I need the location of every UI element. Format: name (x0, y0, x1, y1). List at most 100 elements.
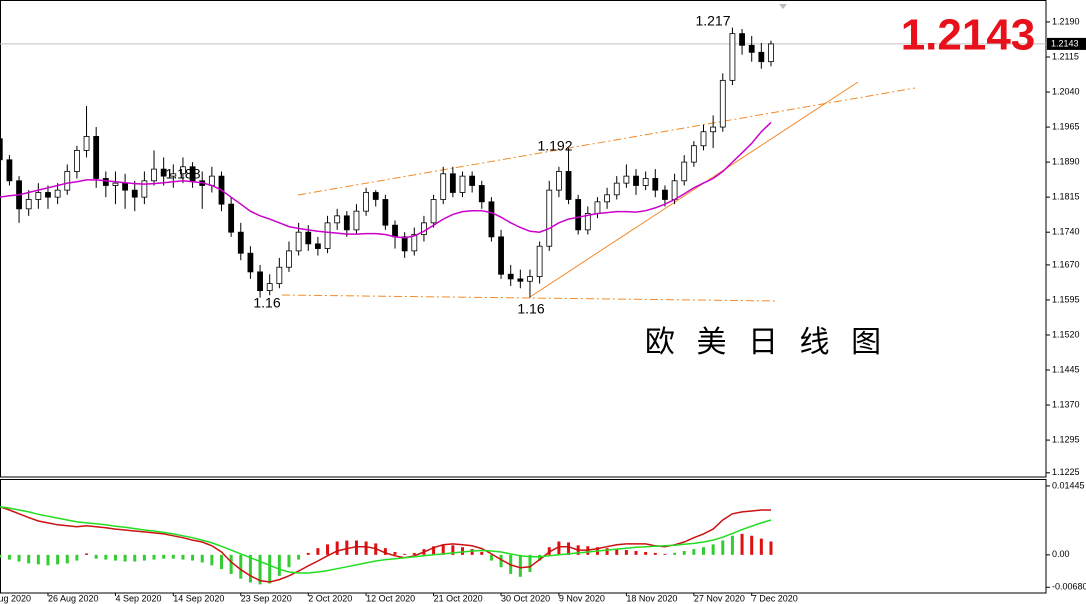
histogram-bar (740, 533, 744, 555)
candle-body (93, 136, 100, 179)
histogram-bar (277, 554, 281, 576)
candle-body (575, 199, 582, 231)
candle-body (421, 222, 427, 235)
candle-body (131, 189, 138, 198)
marker (779, 4, 787, 9)
histogram-bar (152, 554, 156, 560)
candle-body (208, 175, 215, 186)
histogram-bar (326, 544, 330, 555)
histogram-bar (528, 554, 532, 573)
indicator-line (0, 505, 771, 583)
candle-body (382, 199, 389, 226)
histogram-bar (17, 554, 21, 562)
candle-body (83, 136, 90, 151)
histogram-bar (123, 554, 127, 562)
candle-body (758, 51, 765, 63)
y-tick-label: 0.01445 (1052, 480, 1085, 490)
histogram-bar (75, 554, 79, 561)
histogram-bar (162, 554, 166, 559)
candle-body (228, 203, 235, 233)
lower-trendline (281, 294, 779, 302)
candle-body (662, 189, 668, 200)
histogram-bar (181, 554, 185, 560)
candle-body (266, 283, 273, 291)
candle-body (180, 166, 186, 175)
histogram-bar (239, 554, 243, 579)
rising-trendline (529, 81, 859, 298)
candle-body (334, 215, 341, 224)
x-tick-label: 2 Oct 2020 (308, 593, 352, 603)
candle-body (122, 182, 128, 191)
histogram-bar (354, 540, 358, 555)
candle-body (536, 245, 543, 277)
y-tick-label: 0.00 (1052, 549, 1070, 559)
histogram-bar (769, 541, 773, 555)
candle-body (748, 44, 755, 53)
candle-body (613, 182, 620, 196)
candle-body (141, 180, 148, 198)
histogram-bar (104, 554, 108, 560)
candle-body (286, 250, 292, 268)
candle-body (247, 252, 254, 273)
main-panel-frame (0, 0, 1047, 478)
candle-body (681, 161, 688, 182)
histogram-bar (489, 554, 493, 561)
histogram-bar (297, 554, 301, 560)
histogram-bar (85, 553, 89, 555)
candle-body (565, 171, 572, 200)
x-tick-label: 26 Aug 2020 (48, 593, 99, 603)
histogram-bar (547, 547, 551, 555)
candle-body (305, 231, 312, 245)
x-tick-label: 17 Aug 2020 (0, 593, 31, 603)
candle-body (507, 273, 514, 280)
x-tick-label: 18 Nov 2020 (626, 593, 677, 603)
candle-body (652, 178, 659, 191)
histogram-bar (721, 540, 725, 555)
indicator-panel-frame (0, 479, 1047, 594)
candle-body (170, 173, 177, 177)
candle-body (517, 278, 524, 282)
candle-body (64, 171, 71, 191)
histogram-bar (538, 554, 542, 561)
histogram-bar (692, 549, 696, 555)
x-tick-label: 23 Sep 2020 (241, 593, 292, 603)
candle-body (54, 189, 61, 198)
y-tick-label: 1.2040 (1052, 86, 1080, 96)
histogram-bar (432, 546, 436, 555)
candle-body (604, 194, 610, 203)
candle-body (257, 271, 263, 291)
histogram-bar (624, 550, 628, 555)
indicator-line (0, 505, 772, 574)
candle-body (25, 199, 32, 210)
last-price-annotation: 1.2143 (901, 11, 1036, 60)
candle-body (372, 192, 379, 200)
candle-body (45, 192, 51, 198)
histogram-bar (730, 535, 734, 555)
price-annotation: 1.16 (253, 295, 280, 311)
histogram-bar (673, 552, 677, 555)
candle-body (556, 171, 562, 191)
y-tick-label: 1.2190 (1052, 16, 1080, 26)
histogram-bar (46, 554, 50, 566)
candle-body (739, 33, 745, 46)
y-tick-label: 1.1740 (1052, 227, 1080, 237)
candle-body (160, 168, 167, 177)
histogram-bar (229, 554, 233, 574)
histogram-bar (403, 553, 407, 555)
y-tick-label: 1.1370 (1052, 399, 1080, 409)
y-tick-label: 1.1965 (1052, 121, 1080, 131)
histogram-bar (200, 554, 204, 563)
x-tick-label: 4 Sep 2020 (115, 593, 161, 603)
histogram-bar (0, 554, 2, 558)
x-tick-label: 9 Nov 2020 (559, 593, 605, 603)
histogram-bar (248, 554, 252, 583)
candle-body (700, 131, 707, 147)
y-tick-label: 1.1815 (1052, 192, 1080, 202)
histogram-bar (499, 554, 503, 568)
histogram-bar (711, 544, 715, 555)
candle-body (449, 173, 456, 193)
histogram-bar (56, 554, 60, 565)
candle-body (584, 213, 591, 231)
y-tick-label: 1.1445 (1052, 364, 1080, 374)
